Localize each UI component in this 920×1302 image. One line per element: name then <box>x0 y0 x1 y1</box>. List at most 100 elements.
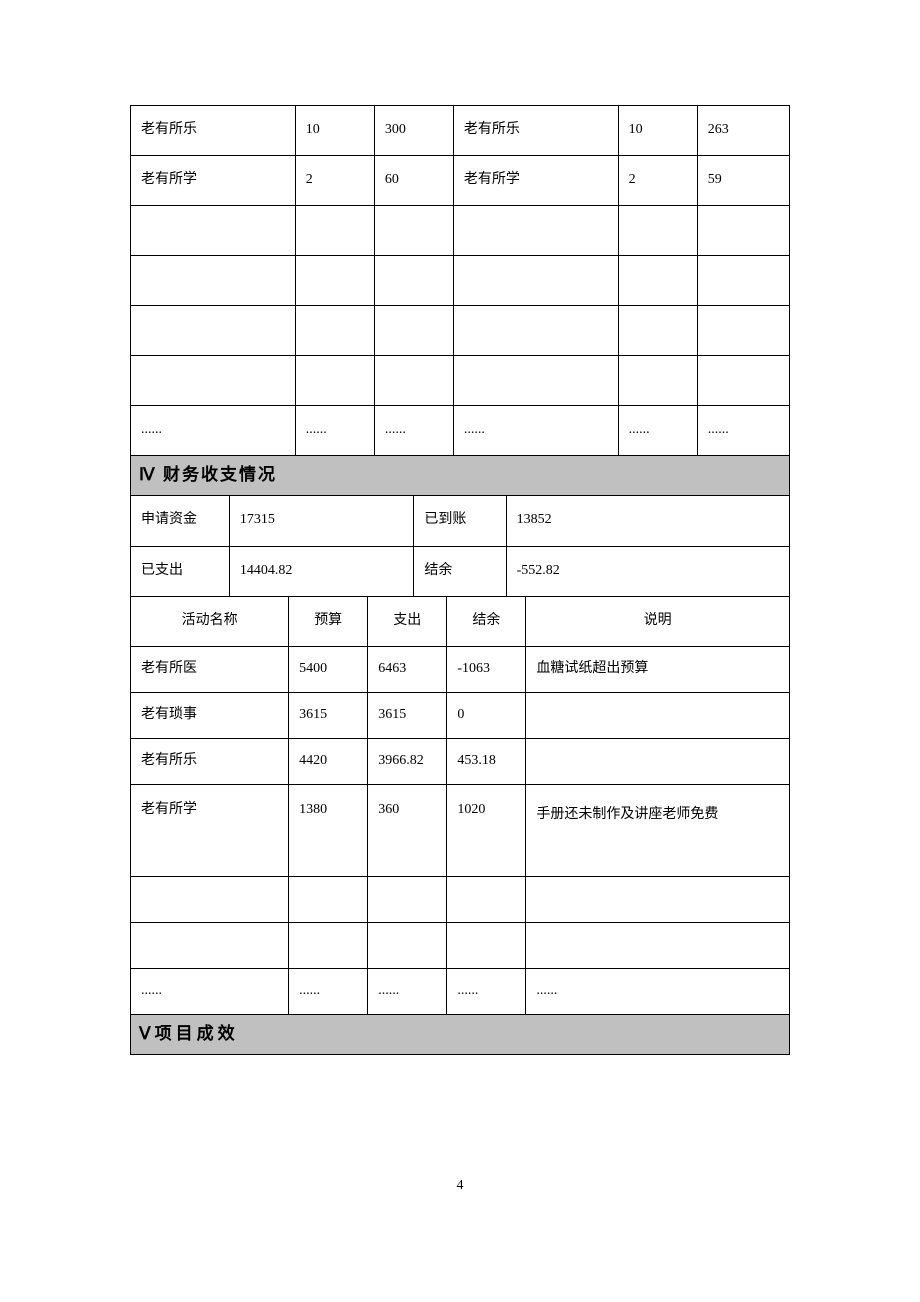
cell <box>697 256 789 306</box>
cell: 10 <box>618 106 697 156</box>
cell <box>526 923 790 969</box>
cell <box>131 877 289 923</box>
cell: 老有所学 <box>453 156 618 206</box>
cell: 2 <box>618 156 697 206</box>
cell: 300 <box>374 106 453 156</box>
cell: 1380 <box>289 785 368 877</box>
col-spent: 支出 <box>368 597 447 647</box>
cell <box>131 256 296 306</box>
cell: 6463 <box>368 647 447 693</box>
cell <box>295 256 374 306</box>
apply-funds-label: 申请资金 <box>131 496 230 546</box>
cell <box>697 206 789 256</box>
table-row: 已支出 14404.82 结余 -552.82 <box>131 546 790 596</box>
table-row: ...... ...... ...... ...... ...... <box>131 969 790 1015</box>
section-header-row: Ⅳ 财务收支情况 <box>131 456 790 496</box>
table-row <box>131 206 790 256</box>
cell <box>618 206 697 256</box>
table-row: 老有所乐 4420 3966.82 453.18 <box>131 739 790 785</box>
cell: 老有所医 <box>131 647 289 693</box>
cell <box>295 206 374 256</box>
cell <box>526 877 790 923</box>
cell <box>526 693 790 739</box>
received-label: 已到账 <box>414 496 506 546</box>
cell <box>289 877 368 923</box>
cell: 手册还未制作及讲座老师免费 <box>526 785 790 877</box>
cell <box>453 206 618 256</box>
cell <box>374 356 453 406</box>
cell: 2 <box>295 156 374 206</box>
received-value: 13852 <box>506 496 789 546</box>
cell: ...... <box>447 969 526 1015</box>
section-header-row: Ⅴ项目成效 <box>131 1015 790 1055</box>
spent-label: 已支出 <box>131 546 230 596</box>
cell: ...... <box>374 406 453 456</box>
cell: 453.18 <box>447 739 526 785</box>
col-balance: 结余 <box>447 597 526 647</box>
cell <box>447 877 526 923</box>
cell <box>697 306 789 356</box>
table-row: 老有所学 2 60 老有所学 2 59 <box>131 156 790 206</box>
cell: 血糖试纸超出预算 <box>526 647 790 693</box>
cell: 0 <box>447 693 526 739</box>
table-row <box>131 256 790 306</box>
page-number: 4 <box>0 1178 920 1194</box>
col-budget: 预算 <box>289 597 368 647</box>
table-row: 老有所医 5400 6463 -1063 血糖试纸超出预算 <box>131 647 790 693</box>
cell <box>374 306 453 356</box>
cell <box>131 356 296 406</box>
cell: 5400 <box>289 647 368 693</box>
cell: ...... <box>289 969 368 1015</box>
cell: 59 <box>697 156 789 206</box>
cell <box>131 206 296 256</box>
cell <box>374 206 453 256</box>
cell: 老有所学 <box>131 785 289 877</box>
section4-header: Ⅳ 财务收支情况 <box>131 456 790 496</box>
cell: 老有所乐 <box>131 106 296 156</box>
cell <box>618 306 697 356</box>
cell <box>289 923 368 969</box>
table-row <box>131 923 790 969</box>
finance-summary-table: 申请资金 17315 已到账 13852 已支出 14404.82 结余 -55… <box>130 496 790 597</box>
cell <box>618 356 697 406</box>
cell: ...... <box>618 406 697 456</box>
cell: 3615 <box>368 693 447 739</box>
cell <box>131 306 296 356</box>
cell <box>295 356 374 406</box>
cell: 263 <box>697 106 789 156</box>
cell <box>526 739 790 785</box>
cell: 4420 <box>289 739 368 785</box>
cell: ...... <box>368 969 447 1015</box>
table-row: 老有所学 1380 360 1020 手册还未制作及讲座老师免费 <box>131 785 790 877</box>
cell <box>447 923 526 969</box>
cell: 3615 <box>289 693 368 739</box>
cell: ...... <box>697 406 789 456</box>
cell: 60 <box>374 156 453 206</box>
cell: 10 <box>295 106 374 156</box>
finance-detail-table: 活动名称 预算 支出 结余 说明 老有所医 5400 6463 -1063 血糖… <box>130 597 790 1056</box>
cell: ...... <box>131 406 296 456</box>
balance-label: 结余 <box>414 546 506 596</box>
table-row: 老有琐事 3615 3615 0 <box>131 693 790 739</box>
balance-value: -552.82 <box>506 546 789 596</box>
cell <box>618 256 697 306</box>
col-activity-name: 活动名称 <box>131 597 289 647</box>
apply-funds-value: 17315 <box>229 496 414 546</box>
cell: ...... <box>453 406 618 456</box>
table-row <box>131 356 790 406</box>
cell: ...... <box>131 969 289 1015</box>
cell: ...... <box>295 406 374 456</box>
cell <box>368 877 447 923</box>
cell: 老有所学 <box>131 156 296 206</box>
cell <box>131 923 289 969</box>
spent-value: 14404.82 <box>229 546 414 596</box>
section5-header: Ⅴ项目成效 <box>131 1015 790 1055</box>
cell <box>453 256 618 306</box>
cell: 老有所乐 <box>453 106 618 156</box>
cell: -1063 <box>447 647 526 693</box>
table-row: ...... ...... ...... ...... ...... .....… <box>131 406 790 456</box>
cell: 3966.82 <box>368 739 447 785</box>
col-note: 说明 <box>526 597 790 647</box>
cell: 360 <box>368 785 447 877</box>
table-row: 老有所乐 10 300 老有所乐 10 263 <box>131 106 790 156</box>
